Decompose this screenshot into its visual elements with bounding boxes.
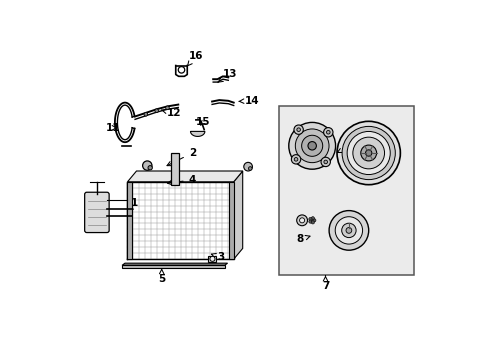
Circle shape: [342, 126, 394, 180]
Circle shape: [155, 109, 158, 112]
Circle shape: [323, 160, 327, 164]
Circle shape: [335, 217, 362, 244]
Text: 7: 7: [321, 276, 328, 291]
Circle shape: [178, 67, 184, 73]
Circle shape: [308, 217, 311, 221]
Text: 4: 4: [167, 175, 196, 185]
Text: 16: 16: [187, 51, 203, 66]
Circle shape: [365, 150, 371, 156]
Circle shape: [142, 161, 152, 170]
Circle shape: [301, 135, 322, 156]
Circle shape: [296, 128, 300, 131]
Polygon shape: [122, 265, 224, 268]
Circle shape: [360, 145, 376, 161]
Circle shape: [294, 158, 297, 161]
Circle shape: [293, 125, 303, 134]
Circle shape: [352, 137, 384, 169]
Text: 11: 11: [105, 123, 120, 133]
Circle shape: [165, 106, 169, 109]
Polygon shape: [127, 182, 132, 259]
Polygon shape: [122, 263, 227, 265]
Circle shape: [307, 141, 316, 150]
Circle shape: [209, 256, 215, 261]
Text: 15: 15: [196, 117, 210, 127]
Text: 10: 10: [337, 141, 357, 153]
Circle shape: [295, 129, 328, 163]
Circle shape: [308, 220, 311, 223]
Circle shape: [288, 122, 335, 169]
Polygon shape: [233, 171, 242, 259]
Polygon shape: [190, 131, 204, 136]
Circle shape: [144, 112, 147, 116]
Circle shape: [326, 130, 329, 134]
Circle shape: [310, 217, 314, 220]
Text: 2: 2: [167, 148, 196, 166]
Text: 13: 13: [217, 69, 237, 82]
Text: 12: 12: [161, 108, 181, 118]
Circle shape: [310, 221, 314, 224]
Text: 3: 3: [211, 252, 224, 262]
Text: 5: 5: [158, 269, 165, 284]
Circle shape: [248, 167, 251, 170]
Circle shape: [244, 162, 252, 171]
Circle shape: [346, 228, 351, 233]
Circle shape: [299, 218, 304, 223]
Circle shape: [148, 166, 152, 170]
Polygon shape: [127, 182, 233, 259]
Text: 8: 8: [296, 234, 309, 244]
Polygon shape: [229, 182, 233, 259]
Polygon shape: [127, 171, 242, 182]
Circle shape: [296, 215, 307, 226]
Text: 6: 6: [91, 216, 99, 226]
Circle shape: [323, 127, 332, 137]
Circle shape: [336, 121, 400, 185]
Circle shape: [346, 131, 389, 175]
Bar: [278, 106, 413, 275]
Text: 1: 1: [129, 198, 138, 212]
Circle shape: [291, 155, 300, 164]
Circle shape: [341, 223, 355, 238]
FancyBboxPatch shape: [84, 192, 109, 233]
Circle shape: [328, 211, 368, 250]
Text: 9: 9: [372, 139, 382, 149]
Circle shape: [321, 157, 330, 167]
Bar: [208, 256, 216, 262]
Text: 14: 14: [238, 96, 259, 106]
Bar: [171, 153, 179, 185]
Circle shape: [312, 219, 315, 222]
